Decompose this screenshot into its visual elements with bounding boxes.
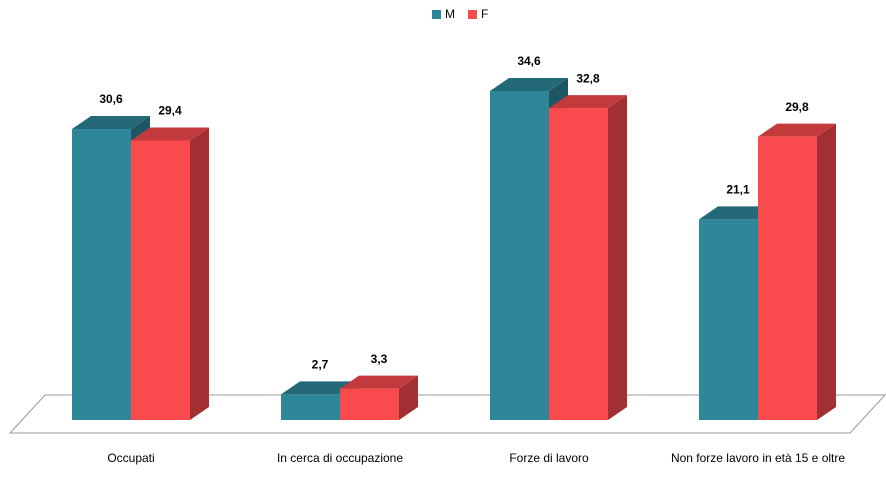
bar-front <box>549 108 608 421</box>
legend-label: F <box>481 7 488 21</box>
bar-side <box>190 127 209 421</box>
bar-top <box>131 127 209 141</box>
x-tick-label: Forze di lavoro <box>509 451 589 465</box>
data-label: 3,3 <box>371 352 388 366</box>
x-tick-label: Non forze lavoro in età 15 e oltre <box>670 451 846 465</box>
bar-top <box>758 123 836 137</box>
bar-top <box>72 116 150 130</box>
bar-side <box>817 123 836 421</box>
x-tick-label: Occupati <box>107 451 155 465</box>
bar-front <box>490 91 549 420</box>
data-label: 21,1 <box>726 183 750 197</box>
legend-swatch <box>432 10 441 19</box>
bar-top <box>699 206 777 220</box>
bar <box>549 95 627 421</box>
bar <box>758 123 836 421</box>
floor <box>8 394 886 434</box>
bar <box>131 127 209 421</box>
bar-front <box>281 394 340 420</box>
legend-swatch <box>468 10 477 19</box>
bar-top <box>490 78 568 91</box>
bar-front <box>72 129 131 421</box>
data-label: 2,7 <box>312 357 329 371</box>
bar-front <box>758 136 817 421</box>
bar-front <box>131 140 190 421</box>
data-label: 34,6 <box>517 54 541 68</box>
bar-top <box>281 381 359 395</box>
data-label: 32,8 <box>576 71 600 85</box>
bar-side <box>608 95 627 421</box>
bar-side <box>399 375 418 420</box>
data-label: 29,4 <box>158 104 182 118</box>
bar-top <box>549 95 627 109</box>
x-tick-label: In cerca di occupazione <box>276 451 404 465</box>
bar <box>340 375 418 420</box>
bar-front <box>340 388 399 420</box>
bar-top <box>340 375 418 389</box>
data-label: 29,8 <box>785 100 809 114</box>
legend-label: M <box>445 7 455 21</box>
bar-front <box>699 219 758 420</box>
data-label: 30,6 <box>99 92 123 106</box>
